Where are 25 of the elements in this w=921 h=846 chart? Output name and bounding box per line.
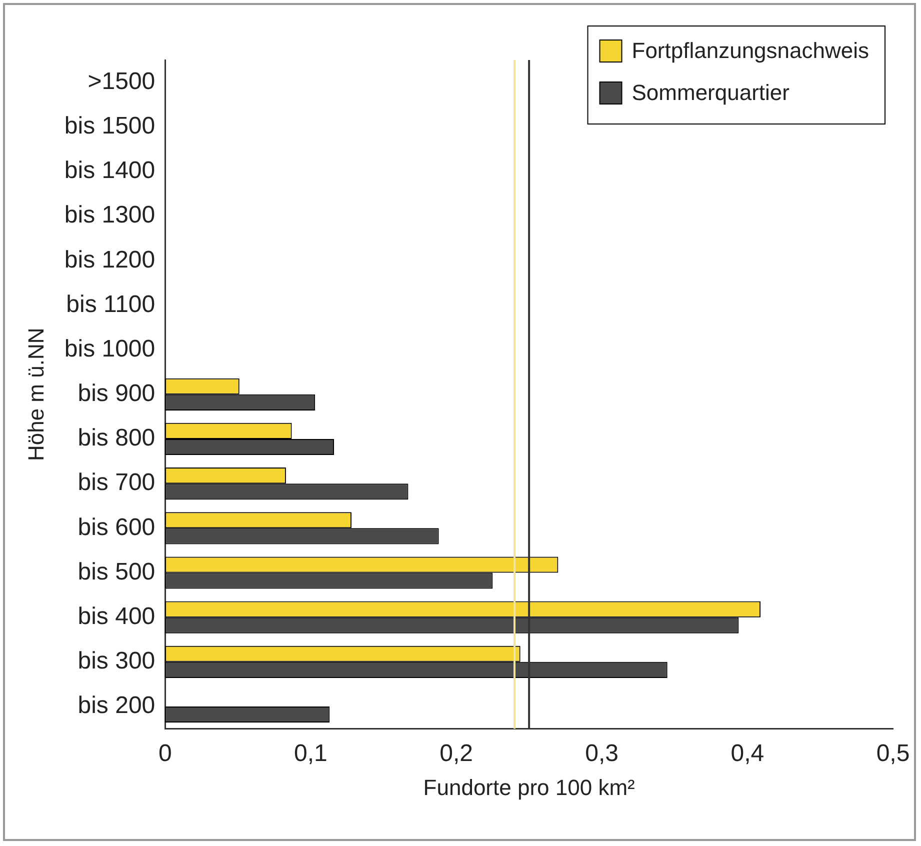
y-tick-label: bis 1100 (66, 290, 156, 318)
x-tick-label: 0,2 (440, 740, 473, 767)
x-tick-label: 0 (158, 740, 172, 767)
y-tick-label: >1500 (88, 68, 156, 95)
y-tick-label: bis 1500 (64, 112, 156, 140)
y-axis-title: Höhe m ü.NN (23, 328, 48, 462)
y-tick-label: bis 1300 (64, 202, 156, 229)
y-tick-label: bis 800 (78, 424, 156, 452)
y-tick-label: bis 200 (78, 692, 156, 720)
y-tick-label: bis 600 (78, 514, 156, 541)
legend-label: Sommerquartier (632, 80, 790, 106)
legend-label: Fortpflanzungsnachweis (632, 38, 870, 64)
x-tick-label: 0,5 (876, 740, 910, 767)
y-tick-label: bis 300 (78, 648, 156, 675)
x-tick-label: 0,4 (730, 740, 764, 767)
y-tick-label: bis 1200 (64, 246, 156, 274)
y-tick-label: bis 700 (78, 469, 156, 496)
y-tick-label: bis 500 (78, 558, 156, 586)
x-axis-title: Fundorte pro 100 km² (423, 774, 635, 800)
y-tick-label: bis 1000 (64, 335, 156, 362)
y-tick-label: bis 400 (78, 602, 156, 630)
y-tick-label: bis 900 (78, 380, 156, 408)
y-tick-label: bis 1400 (64, 157, 156, 184)
x-tick-label: 0,3 (585, 740, 619, 767)
x-tick-label: 0,1 (294, 740, 328, 767)
